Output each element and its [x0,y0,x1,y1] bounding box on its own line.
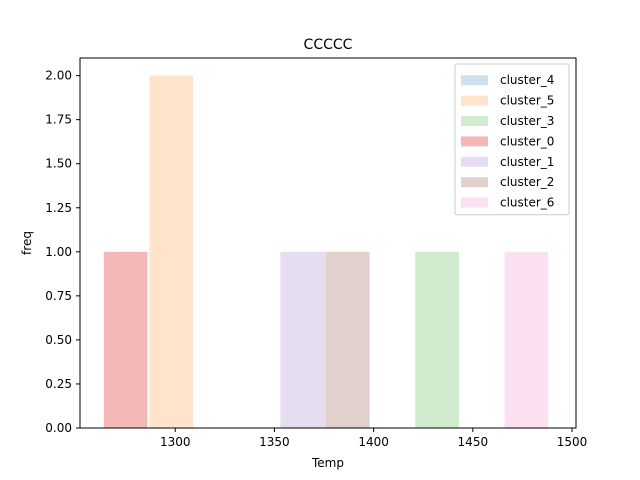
x-tick-label: 1400 [358,435,389,449]
legend-swatch [461,177,488,188]
bar-cluster_0 [103,251,148,428]
y-tick-label: 2.00 [45,69,72,83]
y-tick-label: 0.75 [45,289,72,303]
x-tick-label: 1500 [557,435,588,449]
y-axis-ticks: 0.00 0.25 0.50 0.75 1.00 1.25 1.50 1.75 2.00 [45,69,80,435]
x-tick-label: 1350 [259,435,290,449]
legend-swatch [461,197,488,208]
legend-swatch [461,75,488,86]
bar-cluster_3 [415,251,459,428]
legend-label: cluster_5 [500,94,554,108]
x-tick-label: 1300 [160,435,191,449]
bars-layer [103,75,549,428]
legend-swatch [461,136,488,147]
legend-swatch [461,116,488,126]
bar-cluster_2 [326,251,370,428]
y-tick-label: 1.50 [45,157,72,171]
legend-label: cluster_2 [500,175,554,189]
legend: cluster_4 cluster_5 cluster_3 cluster_0clus… [454,63,570,216]
y-tick-label: 1.75 [45,113,72,127]
legend-label: cluster_6 [500,196,554,210]
y-tick-label: 1.00 [45,245,72,259]
bar-cluster_6 [504,251,549,428]
plot-frame [79,57,577,429]
y-tick-label: 1.25 [45,201,72,215]
legend-label: cluster_0 [500,134,554,148]
y-tick-label: 0.00 [45,421,72,435]
legend-label: cluster_4 [500,73,554,87]
y-axis-label: freq [20,231,34,255]
chart-title: CCCCC [304,37,353,53]
x-axis-ticks: 1300 1350 1400 1450 1500 [160,428,587,449]
x-axis-label: Temp [311,456,344,470]
bar-cluster_1 [280,251,327,428]
legend-swatch [461,95,488,106]
legend-label: cluster_3 [500,114,554,128]
legend-label: cluster_1 [500,155,554,169]
y-tick-label: 0.50 [45,333,72,347]
bar-cluster_5 [149,75,194,428]
legend-swatch [461,156,488,167]
x-tick-label: 1450 [458,435,489,449]
y-tick-label: 0.25 [45,377,72,391]
